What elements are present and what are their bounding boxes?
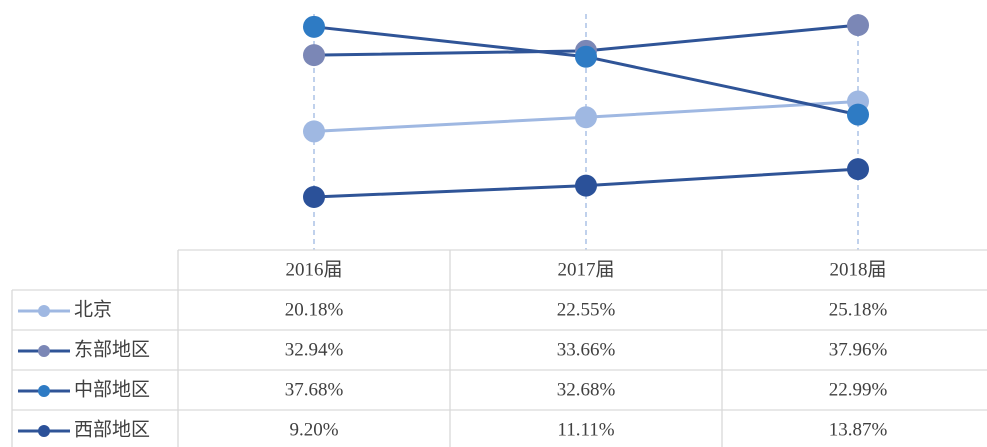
legend-marker xyxy=(38,425,50,437)
table-cell: 32.68% xyxy=(557,379,616,400)
data-point xyxy=(847,14,869,37)
legend-label: 中部地区 xyxy=(74,378,150,400)
legend-label: 西部地区 xyxy=(74,418,150,440)
legend-marker xyxy=(38,305,50,317)
table-cell: 22.55% xyxy=(557,299,616,320)
table-cell: 25.18% xyxy=(829,299,888,320)
data-point xyxy=(303,186,325,209)
legend-marker xyxy=(38,345,50,357)
table-cell: 22.99% xyxy=(829,379,888,400)
table-cell: 20.18% xyxy=(285,299,344,320)
data-point xyxy=(847,158,869,181)
data-point xyxy=(575,106,597,129)
table-cell: 33.66% xyxy=(557,339,616,360)
legend-marker xyxy=(38,385,50,397)
data-point xyxy=(575,45,597,68)
table-cell: 32.94% xyxy=(285,339,344,360)
data-point xyxy=(303,44,325,67)
legend-label: 北京 xyxy=(74,298,112,320)
data-point xyxy=(847,103,869,126)
column-header: 2018届 xyxy=(829,259,886,280)
data-point xyxy=(575,174,597,197)
column-header: 2017届 xyxy=(557,259,614,280)
table-cell: 9.20% xyxy=(289,419,338,440)
legend-label: 东部地区 xyxy=(74,338,150,360)
table-cell: 11.11% xyxy=(557,419,614,440)
data-point xyxy=(303,120,325,143)
data-point xyxy=(303,15,325,38)
table-cell: 37.96% xyxy=(829,339,888,360)
table-cell: 13.87% xyxy=(829,419,888,440)
column-header: 2016届 xyxy=(285,259,342,280)
table-cell: 37.68% xyxy=(285,379,344,400)
